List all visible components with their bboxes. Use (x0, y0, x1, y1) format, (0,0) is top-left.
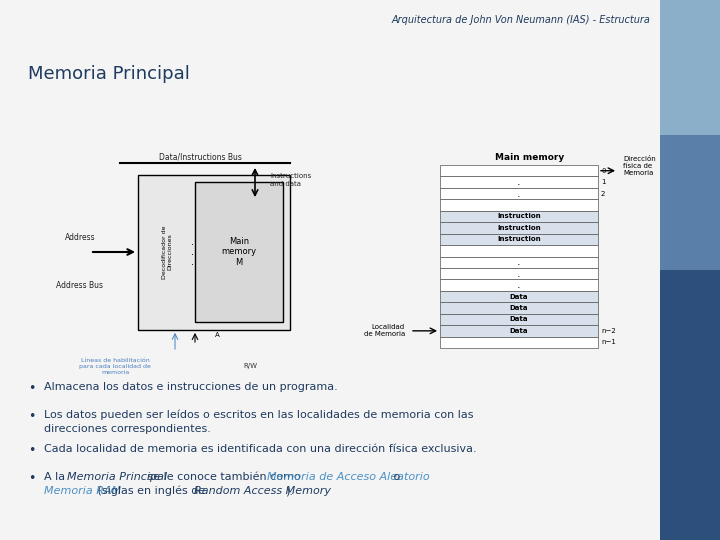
Text: Main
memory
M: Main memory M (222, 237, 256, 267)
Text: Data: Data (510, 294, 528, 300)
Text: Data: Data (510, 305, 528, 311)
Text: Main memory: Main memory (495, 153, 564, 162)
Text: 1: 1 (601, 179, 606, 185)
Bar (440, 256, 598, 268)
Text: Random Access Memory: Random Access Memory (194, 486, 331, 496)
Bar (440, 245, 598, 256)
Text: Decodificador de
Direcciones: Decodificador de Direcciones (161, 225, 172, 279)
Bar (195, 182, 283, 322)
Text: Dirección
física de
Memoria: Dirección física de Memoria (623, 156, 656, 176)
Text: Los datos pueden ser leídos o escritos en las localidades de memoria con las: Los datos pueden ser leídos o escritos e… (44, 410, 474, 421)
Text: Instruction: Instruction (498, 237, 541, 242)
Text: 2: 2 (601, 191, 606, 197)
Text: o: o (390, 472, 400, 482)
Text: .: . (192, 247, 194, 257)
Text: .: . (517, 177, 521, 187)
Text: Data/Instructions Bus: Data/Instructions Bus (158, 153, 241, 162)
Bar (440, 234, 598, 245)
Text: Líneas de habilitación
para cada localidad de
memoria: Líneas de habilitación para cada localid… (79, 358, 151, 375)
Bar (440, 314, 598, 325)
Text: Instruction: Instruction (498, 213, 541, 219)
Text: .: . (192, 237, 194, 247)
Text: Address: Address (65, 233, 95, 242)
Text: Memoria Principal: Memoria Principal (28, 65, 190, 83)
Text: Almacena los datos e instrucciones de un programa.: Almacena los datos e instrucciones de un… (44, 382, 338, 392)
Text: Localidad
de Memoria: Localidad de Memoria (364, 325, 405, 338)
Bar (440, 268, 598, 279)
Bar (440, 336, 598, 348)
Text: Data: Data (510, 316, 528, 322)
Text: •: • (28, 472, 35, 485)
Bar (660, 135, 720, 270)
Text: Data: Data (510, 328, 528, 334)
Text: A la: A la (44, 472, 68, 482)
Bar (660, 270, 720, 540)
Text: Instructions
and data: Instructions and data (270, 173, 311, 186)
Text: .: . (517, 257, 521, 267)
Text: Arquitectura de John Von Neumann (IAS) - Estructura: Arquitectura de John Von Neumann (IAS) -… (391, 15, 650, 25)
Bar (440, 279, 598, 291)
Text: A: A (215, 332, 220, 338)
Text: .: . (517, 269, 521, 279)
Bar (138, 175, 290, 330)
Text: .: . (517, 280, 521, 290)
Text: se le conoce también como: se le conoce también como (144, 472, 305, 482)
Text: .: . (517, 188, 521, 199)
Text: Cada localidad de memoria es identificada con una dirección física exclusiva.: Cada localidad de memoria es identificad… (44, 444, 477, 454)
Bar (440, 165, 598, 177)
Bar (440, 188, 598, 199)
Bar (440, 302, 598, 314)
Text: Address Bus: Address Bus (56, 280, 104, 289)
Bar (660, 0, 720, 135)
Text: n−1: n−1 (601, 339, 616, 345)
Text: direcciones correspondientes.: direcciones correspondientes. (44, 424, 211, 434)
Bar (440, 177, 598, 188)
Text: Memoria Principal: Memoria Principal (67, 472, 167, 482)
Text: •: • (28, 382, 35, 395)
Text: •: • (28, 444, 35, 457)
Text: (siglas en inglés de: (siglas en inglés de (94, 486, 209, 496)
Text: Memoria RAM: Memoria RAM (44, 486, 121, 496)
Bar (440, 199, 598, 211)
Text: R/W: R/W (243, 363, 257, 369)
Bar (440, 291, 598, 302)
Text: ).: ). (285, 486, 293, 496)
Text: .: . (192, 257, 194, 267)
Bar (440, 325, 598, 336)
Text: 0: 0 (601, 168, 606, 174)
Text: •: • (28, 410, 35, 423)
Bar (440, 222, 598, 234)
Text: Memoria de Acceso Aleatorio: Memoria de Acceso Aleatorio (267, 472, 430, 482)
Text: n−2: n−2 (601, 328, 616, 334)
Bar (440, 211, 598, 222)
Text: Instruction: Instruction (498, 225, 541, 231)
